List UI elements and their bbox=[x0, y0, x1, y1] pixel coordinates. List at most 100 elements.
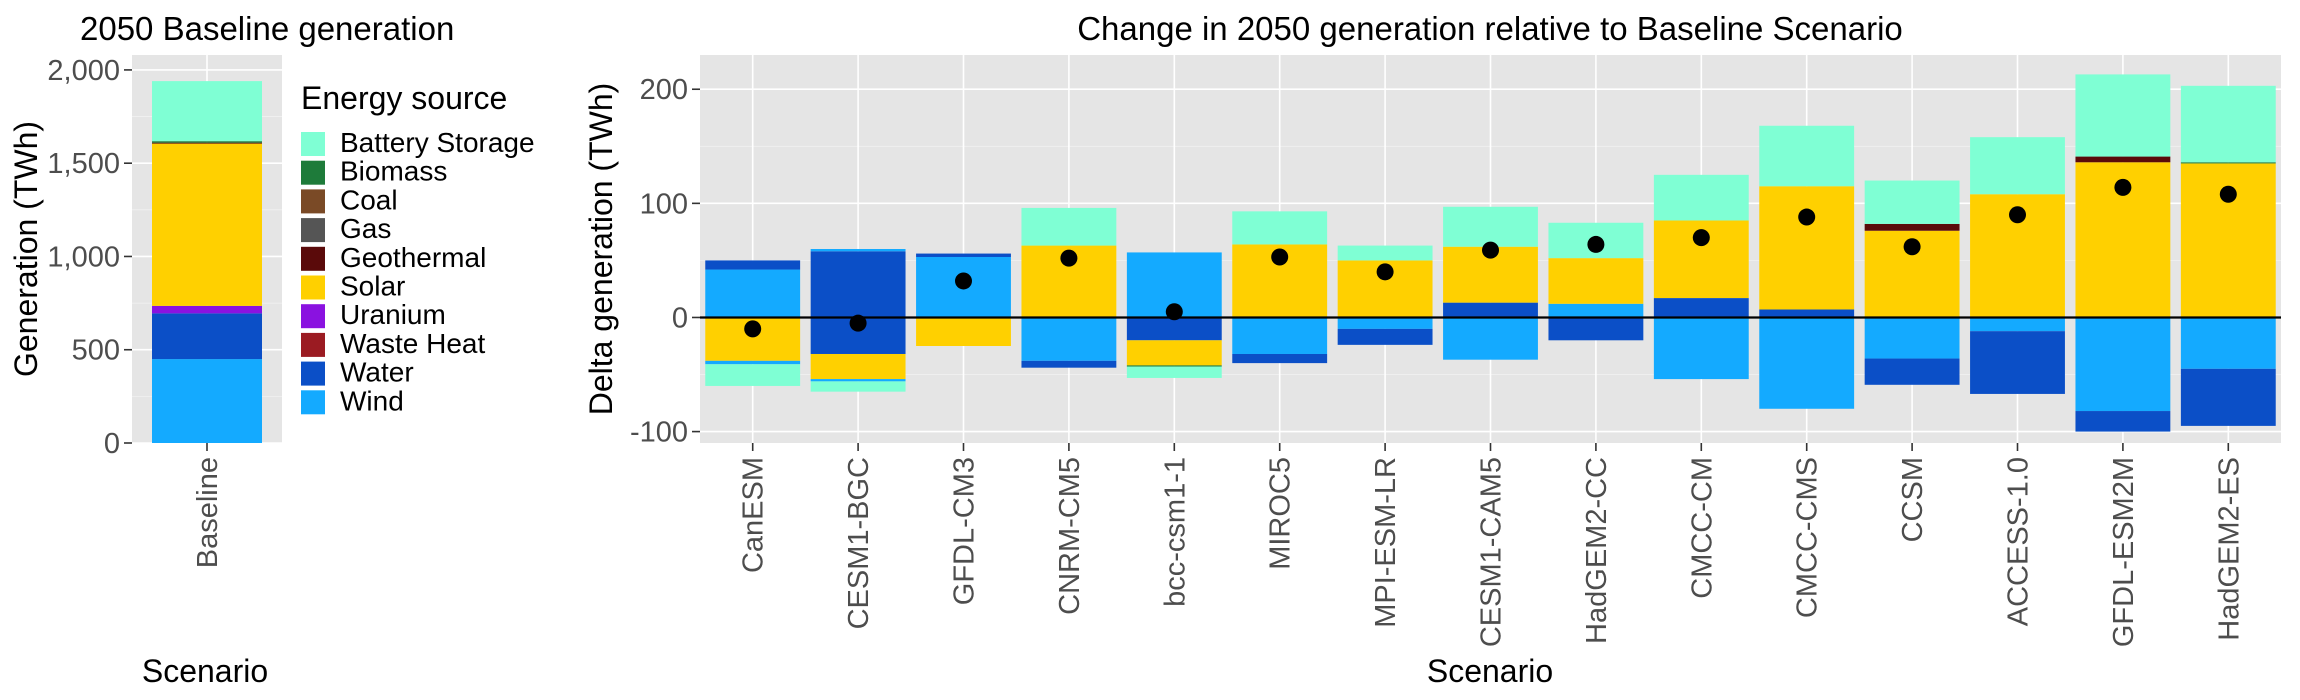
bar-segment-water bbox=[2075, 411, 2171, 432]
bar-segment-battery-storage bbox=[1021, 207, 1117, 246]
legend-swatch bbox=[301, 361, 325, 386]
bar-segment-biomass bbox=[2180, 162, 2276, 164]
bar-segment-water bbox=[810, 251, 906, 318]
bar-segment-battery-storage bbox=[152, 81, 262, 142]
bar-segment-water bbox=[1126, 317, 1222, 341]
legend-title: Energy source bbox=[301, 80, 507, 116]
bar-segment-biomass bbox=[1126, 365, 1222, 367]
baseline-chart-title: 2050 Baseline generation bbox=[80, 10, 454, 47]
bar-segment-wind bbox=[1864, 317, 1960, 359]
bar-segment-battery-storage bbox=[1126, 366, 1222, 378]
delta-y-axis-title: Delta generation (TWh) bbox=[583, 83, 619, 416]
bar-segment-solar bbox=[1548, 258, 1644, 304]
bar-segment-wind bbox=[1970, 317, 2065, 332]
bar-segment-water bbox=[1653, 298, 1749, 318]
legend-label: Waste Heat bbox=[340, 328, 485, 359]
bar-segment-water bbox=[1232, 353, 1328, 364]
bar-segment-battery-storage bbox=[810, 381, 906, 392]
x-tick-label: MIROC5 bbox=[1265, 457, 1297, 570]
bar-segment-water bbox=[1443, 302, 1538, 318]
net-change-point bbox=[1692, 229, 1710, 247]
delta-chart-title: Change in 2050 generation relative to Ba… bbox=[1077, 10, 1903, 47]
bar-segment-water bbox=[2180, 368, 2276, 426]
bar-segment-solar bbox=[810, 353, 906, 380]
net-change-point bbox=[955, 272, 972, 290]
bar-segment-water bbox=[152, 313, 262, 360]
y-tick-label: -100 bbox=[630, 417, 688, 449]
bar-segment-wind bbox=[1759, 317, 1855, 409]
net-change-point bbox=[2009, 206, 2026, 224]
y-tick-label: 500 bbox=[72, 335, 120, 367]
legend-swatch bbox=[301, 332, 325, 357]
baseline-panel: 0 500 1,000 1,500 2,000 Baseline 2050 Baseli… bbox=[8, 10, 454, 689]
bar-segment-uranium bbox=[152, 305, 262, 314]
bar-segment-battery-storage bbox=[2075, 74, 2171, 157]
legend-swatch bbox=[301, 132, 325, 156]
bar-segment-solar bbox=[1126, 340, 1222, 366]
net-change-point bbox=[2219, 185, 2237, 203]
legend-swatch bbox=[301, 246, 325, 271]
bar-segment-battery-storage bbox=[2180, 85, 2276, 163]
bar-segment-wind bbox=[810, 249, 906, 252]
x-tick-label: HadGEM2-ES bbox=[2213, 457, 2245, 641]
bar-segment-wind bbox=[1443, 317, 1538, 360]
legend-label: Battery Storage bbox=[340, 127, 535, 158]
bar-segment-wind bbox=[1653, 317, 1749, 380]
y-tick-label: 0 bbox=[104, 428, 120, 460]
legend-label: Coal bbox=[340, 184, 398, 215]
net-change-point bbox=[1165, 303, 1183, 321]
net-change-point bbox=[1482, 241, 1499, 259]
x-tick-label: CESM1-BGC bbox=[843, 457, 875, 629]
bar-segment-wind bbox=[1232, 317, 1328, 354]
y-tick-label: 100 bbox=[640, 188, 688, 220]
bar-segment-water bbox=[705, 260, 801, 270]
bar-segment-wind bbox=[2180, 317, 2276, 369]
baseline-x-axis-title: Scenario bbox=[142, 653, 268, 689]
baseline-y-axis: 0 500 1,000 1,500 2,000 bbox=[47, 55, 132, 460]
bar-segment-battery-storage bbox=[1337, 245, 1433, 261]
legend-swatch bbox=[301, 160, 325, 185]
delta-panel: -100 0 100 200 CanESM CESM1-BGC GFDL-CM3 CNRM-… bbox=[583, 10, 2281, 689]
net-change-point bbox=[849, 314, 867, 332]
bar-segment-geothermal bbox=[152, 142, 262, 144]
baseline-bars bbox=[152, 81, 262, 443]
y-tick-label: 2,000 bbox=[47, 55, 120, 87]
net-change-point bbox=[1060, 249, 1078, 267]
y-tick-label: 0 bbox=[672, 302, 688, 334]
bar-segment-wind bbox=[1548, 303, 1644, 318]
legend-swatch bbox=[301, 218, 325, 243]
bar-segment-battery-storage bbox=[705, 364, 801, 386]
bar-segment-water bbox=[1970, 331, 2065, 394]
baseline-x-axis: Baseline bbox=[192, 443, 224, 568]
legend-swatch bbox=[301, 189, 325, 214]
x-tick-label: HadGEM2-CC bbox=[1581, 457, 1613, 644]
bar-segment-battery-storage bbox=[1970, 137, 2065, 195]
bar-segment-battery-storage bbox=[1232, 211, 1328, 245]
bar-segment-wind bbox=[1337, 317, 1433, 329]
bar-segment-wind bbox=[705, 360, 801, 365]
bar-segment-wind bbox=[152, 359, 262, 443]
legend-swatch bbox=[301, 275, 325, 300]
x-tick-label: GFDL-CM3 bbox=[949, 457, 981, 605]
x-tick-label: CCSM bbox=[1897, 457, 1929, 542]
bar-segment-wind bbox=[1021, 317, 1117, 361]
net-change-point bbox=[1587, 235, 1605, 253]
net-change-point bbox=[2114, 178, 2132, 196]
bar-segment-water bbox=[1337, 328, 1433, 345]
x-tick-label: bcc-csm1-1 bbox=[1159, 457, 1191, 607]
bar-segment-wind bbox=[705, 269, 801, 318]
net-change-point bbox=[1271, 248, 1289, 266]
bar-segment-battery-storage bbox=[1443, 206, 1538, 247]
x-tick-label: Baseline bbox=[192, 457, 224, 568]
net-change-point bbox=[744, 320, 762, 338]
x-tick-label: CESM1-CAM5 bbox=[1476, 457, 1508, 647]
legend-swatch bbox=[301, 304, 325, 329]
x-tick-label: CMCC-CM bbox=[1686, 457, 1718, 599]
legend-label: Solar bbox=[340, 271, 405, 302]
bar-segment-solar bbox=[916, 317, 1011, 346]
x-tick-label: GFDL-ESM2M bbox=[2108, 457, 2140, 647]
legend-label: Geothermal bbox=[340, 242, 486, 273]
bar-segment-water bbox=[1759, 309, 1855, 318]
bar-segment-water bbox=[916, 253, 1011, 257]
bar-segment-biomass bbox=[152, 141, 262, 143]
